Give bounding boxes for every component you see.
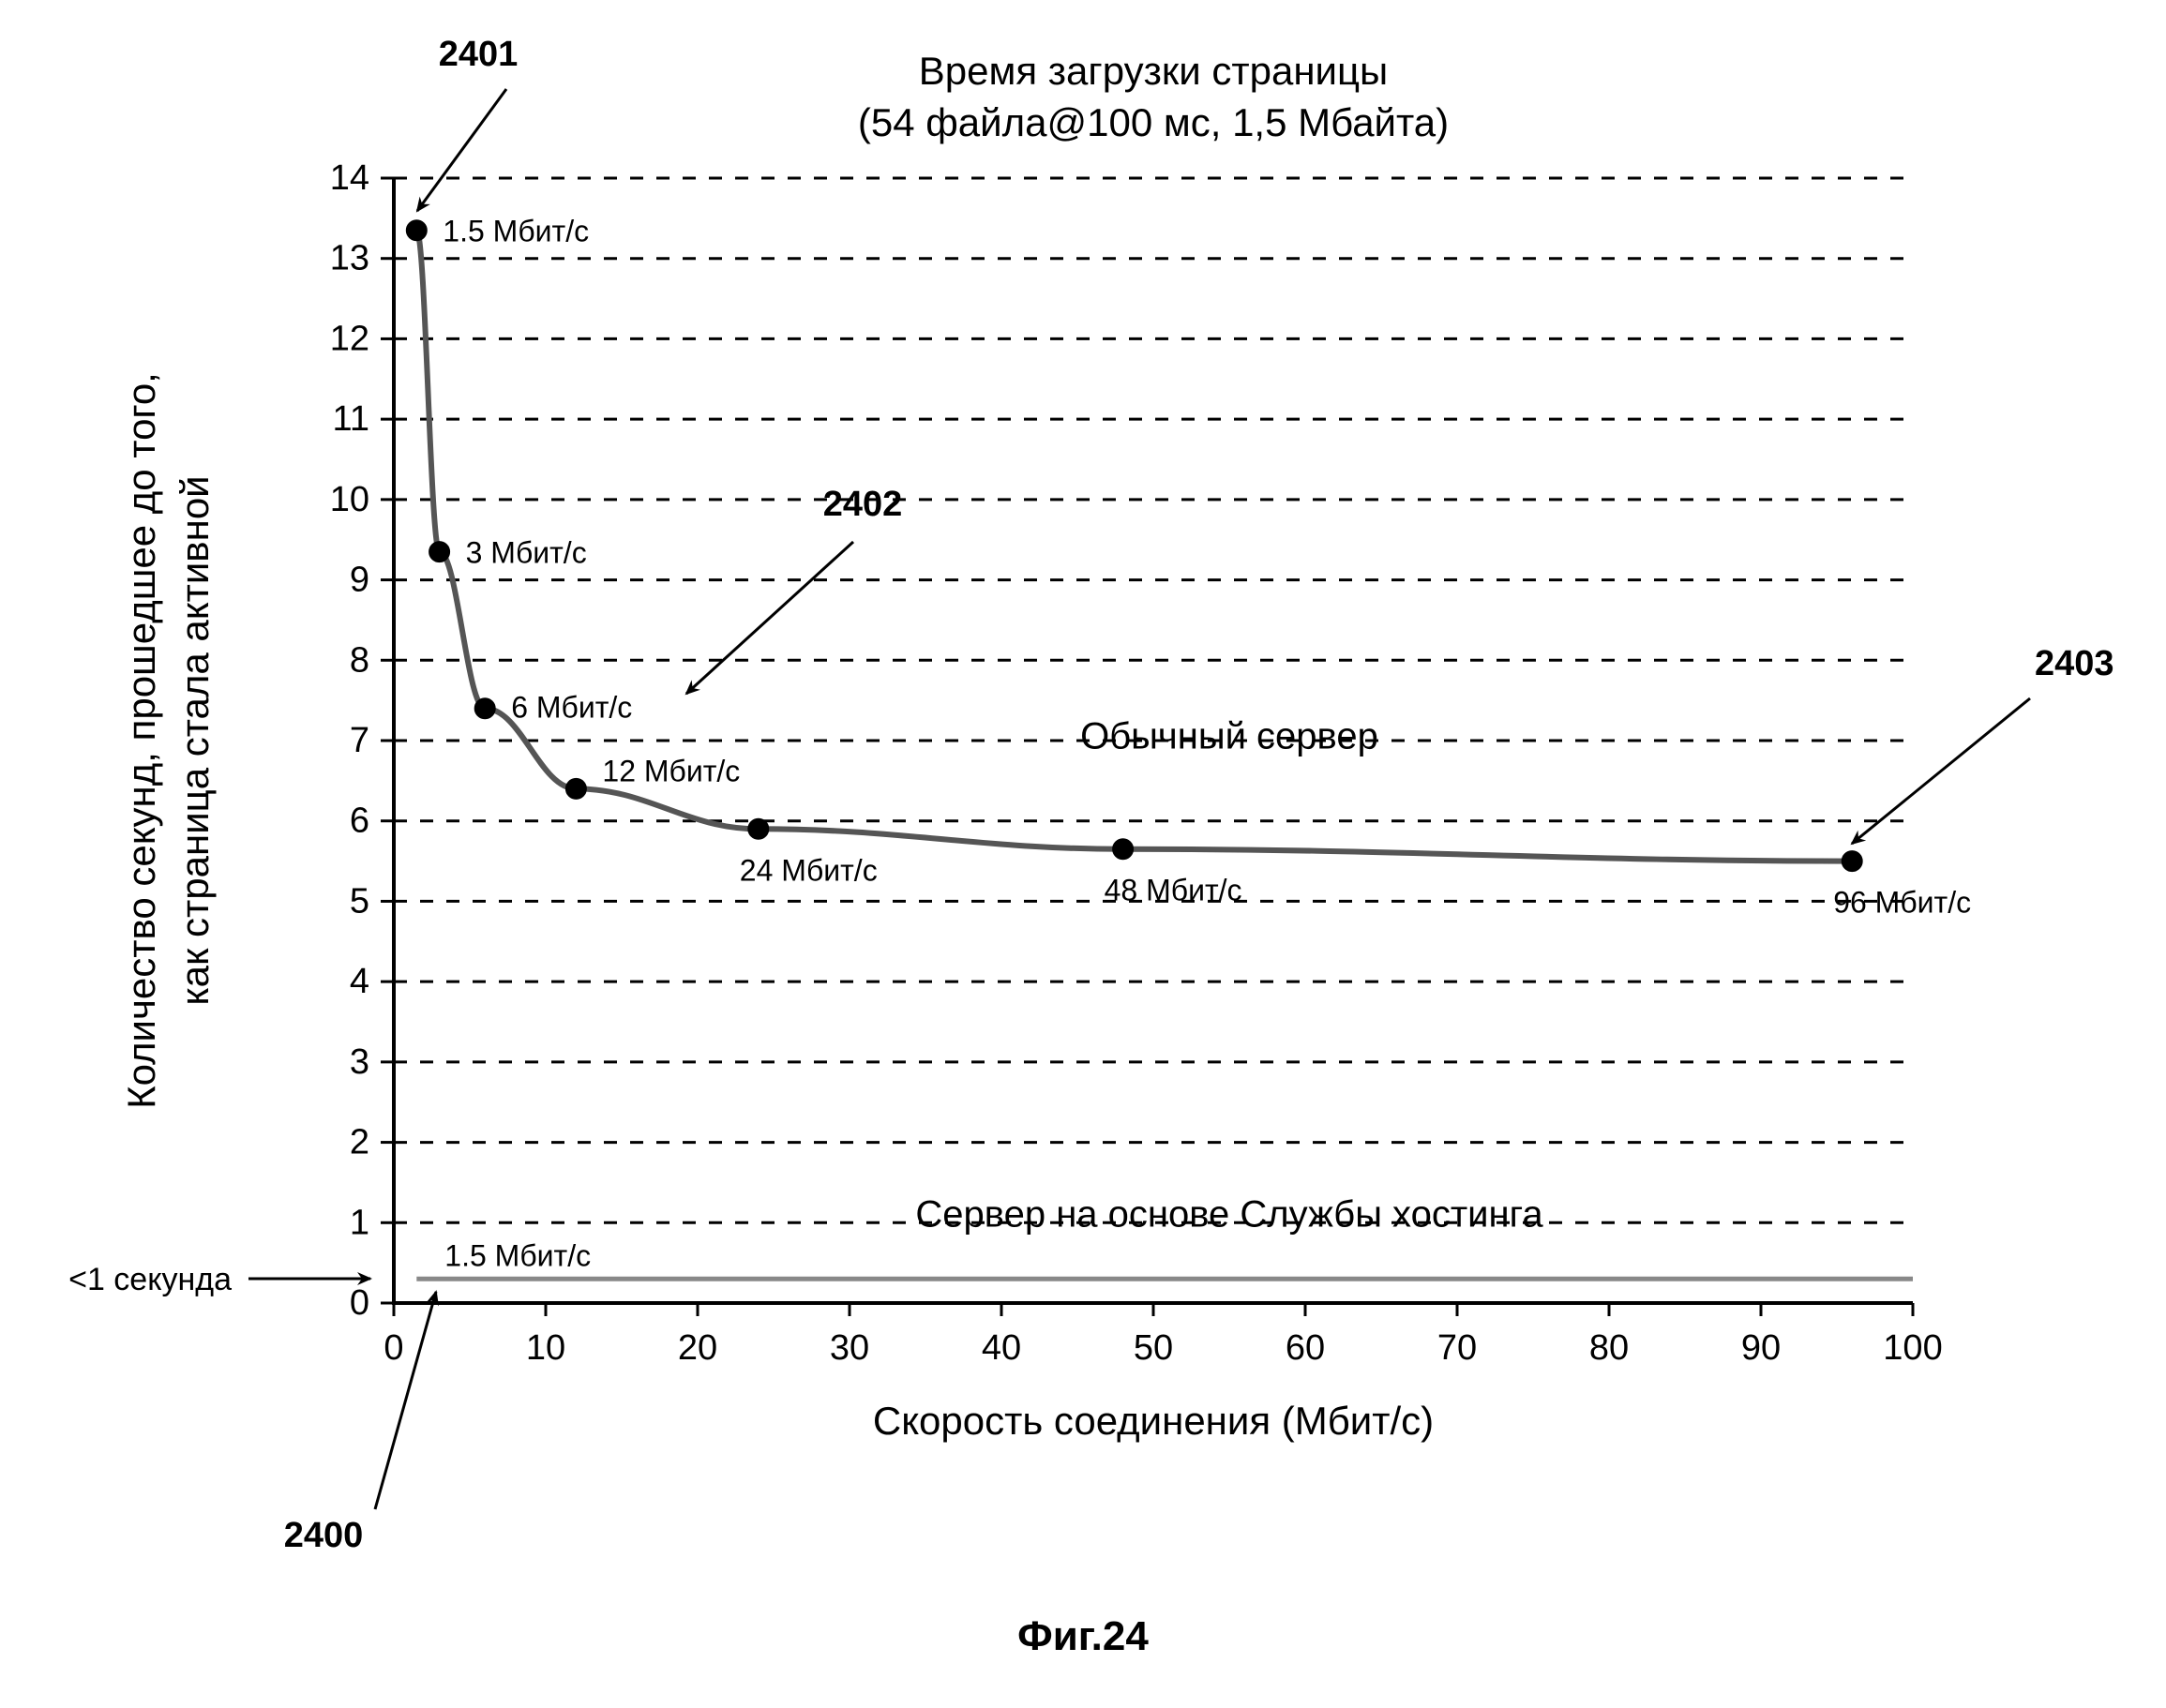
callout-2401: 2401: [439, 35, 519, 74]
flat-start-label: 1.5 Мбит/с: [444, 1238, 591, 1272]
ytick-label: 0: [350, 1283, 369, 1323]
xtick-label: 60: [1286, 1328, 1325, 1368]
ytick-label: 12: [330, 319, 369, 358]
point-label: 6 Мбит/с: [511, 691, 632, 725]
point-label: 3 Мбит/с: [466, 536, 587, 570]
data-point: [1113, 839, 1134, 860]
annot-lt1sec: <1 секунда: [68, 1262, 232, 1297]
xtick-label: 70: [1437, 1328, 1477, 1368]
xtick-label: 90: [1741, 1328, 1781, 1368]
ytick-label: 9: [350, 561, 369, 600]
y-axis-label-line2: как страница стала активной: [173, 475, 217, 1005]
ytick-label: 1: [350, 1203, 369, 1242]
ytick-label: 2: [350, 1123, 369, 1162]
ytick-label: 8: [350, 640, 369, 680]
callout-leader: [686, 542, 853, 694]
xtick-label: 50: [1134, 1328, 1173, 1368]
callout-2400: 2400: [284, 1516, 364, 1555]
point-label: 96 Мбит/с: [1833, 886, 1971, 920]
ytick-label: 6: [350, 802, 369, 841]
ytick-label: 11: [333, 399, 369, 439]
xtick-label: 40: [982, 1328, 1021, 1368]
chart-title-line1: Время загрузки страницы: [919, 49, 1388, 93]
chart-figure: Время загрузки страницы (54 файла@100 мс,…: [0, 0, 2166, 1708]
annot-hosting-server: Сервер на основе Службы хостинга: [915, 1194, 1543, 1236]
xtick-label: 30: [830, 1328, 869, 1368]
point-label: 12 Мбит/с: [602, 754, 740, 787]
callout-leader: [1852, 698, 2030, 844]
data-point: [474, 698, 495, 719]
data-point: [1842, 851, 1862, 872]
xtick-label: 80: [1589, 1328, 1629, 1368]
callout-2403: 2403: [2035, 644, 2114, 683]
x-axis-label: Скорость соединения (Мбит/с): [873, 1399, 1434, 1443]
ytick-label: 7: [350, 721, 369, 760]
xtick-label: 0: [384, 1328, 403, 1368]
xtick-label: 100: [1883, 1328, 1942, 1368]
data-point: [565, 778, 586, 799]
figure-caption: Фиг.24: [1017, 1613, 1149, 1659]
ytick-label: 13: [330, 239, 369, 278]
ytick-label: 5: [350, 881, 369, 921]
callout-2402: 2402: [823, 485, 903, 524]
annot-regular-server: Обычный сервер: [1080, 716, 1378, 757]
chart-title-line2: (54 файла@100 мс, 1,5 Мбайта): [858, 100, 1449, 144]
ytick-label: 3: [350, 1042, 369, 1082]
ytick-label: 4: [350, 962, 369, 1001]
xtick-label: 10: [526, 1328, 565, 1368]
xtick-label: 20: [678, 1328, 717, 1368]
data-point: [429, 542, 450, 562]
ytick-label: 10: [330, 480, 369, 519]
callout-leader: [375, 1292, 436, 1509]
point-label: 1.5 Мбит/с: [443, 215, 589, 248]
data-point: [406, 220, 427, 241]
point-label: 48 Мбит/с: [1105, 874, 1242, 907]
y-axis-label-line1: Количество секунд, прошедшее до того,: [119, 372, 163, 1109]
point-label: 24 Мбит/с: [740, 853, 878, 887]
data-point: [748, 818, 769, 839]
callout-leader: [417, 89, 506, 211]
ytick-label: 14: [330, 158, 369, 198]
